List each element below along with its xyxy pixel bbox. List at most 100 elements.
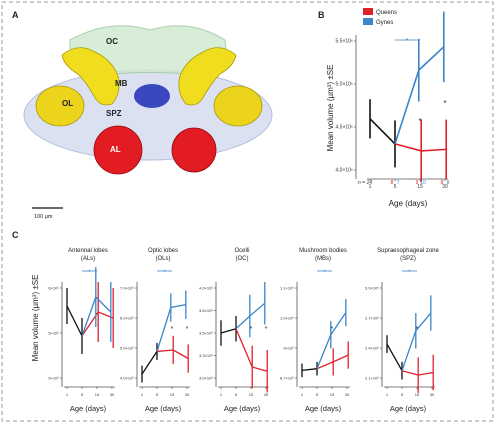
y-tick-label: 1.1×10⁶ <box>280 286 294 291</box>
mushroom-body-right <box>178 47 237 106</box>
subplot-x-axis-label: Age (days) <box>390 404 427 413</box>
n-queens: 8 <box>391 180 394 186</box>
label-oc: OC <box>106 37 118 46</box>
subplot-spz: Supraesophageal zone (SPZ) 2.1×10⁶ 2.4×10⁶ 2… <box>365 248 440 413</box>
sig-star: * <box>88 270 91 276</box>
series-line-baseline <box>220 328 237 334</box>
subplot-mbs: Mushroom bodies (MBs) 8.7×10⁵ 9×10⁵ 1.0×10⁶ 1… <box>280 248 350 413</box>
y-tick-label: 3.8×10⁵ <box>199 308 213 313</box>
label-al: AL <box>110 145 121 154</box>
x-tick-label: 5 <box>316 392 319 397</box>
annotation-star: * <box>331 326 334 333</box>
legend-swatch-gynes <box>363 18 373 25</box>
subplot-subtitle: (SPZ) <box>400 256 416 262</box>
y-tick-label: 5.5×10⁶ <box>336 39 354 45</box>
y-tick-label: 1.0×10⁶ <box>280 316 294 321</box>
label-ol: OL <box>62 99 73 108</box>
x-tick-label: 1 <box>66 392 69 397</box>
subplot-x-axis-label: Age (days) <box>70 404 107 413</box>
y-tick-label: 5.0×10⁵ <box>120 346 134 351</box>
subplot-x-axis-label: Age (days) <box>305 404 342 413</box>
y-tick-label: 3.3×10⁵ <box>199 353 213 358</box>
series-line-baseline <box>386 343 403 372</box>
y-tick-label: 5×10⁵ <box>48 376 59 381</box>
sig-star: * <box>163 270 166 276</box>
x-tick-label: 5 <box>156 392 159 397</box>
subplot-subtitle: (OLs) <box>156 256 171 262</box>
panel-label-c: C <box>12 230 19 240</box>
sig-star: * <box>408 270 411 276</box>
annotation-star: * <box>250 326 253 333</box>
x-tick-label: 30 <box>430 392 435 397</box>
y-tick-label: 5.0×10⁶ <box>336 82 354 88</box>
y-tick-label: 2.7×10⁶ <box>365 316 379 321</box>
subplot-title: Optic lobes <box>148 248 178 254</box>
n-gynes: 8 <box>447 180 450 186</box>
legend-label-gynes: Gynes <box>376 20 393 26</box>
sig-star: * <box>323 270 326 276</box>
antennal-lobe-left <box>93 125 143 175</box>
x-tick-label: 1 <box>386 392 389 397</box>
antennal-lobe-right <box>171 127 217 173</box>
x-tick-label: 5 <box>81 392 84 397</box>
x-tick-label: 1 <box>369 184 372 190</box>
annotation-star: * <box>265 326 268 333</box>
series-line-baseline <box>369 118 396 145</box>
x-tick-label: 30 <box>185 392 190 397</box>
x-tick-label: 30 <box>110 392 115 397</box>
y-tick-label: 3.0×10⁶ <box>365 286 379 291</box>
y-tick-label: 4.0×10⁶ <box>336 168 354 174</box>
legend-swatch-queens <box>363 8 373 15</box>
series-line-baseline <box>66 305 83 337</box>
panel-c-y-axis-label: Mean volume (µm³) ±SE <box>31 275 40 362</box>
subplot-title: Mushroom bodies <box>299 248 347 254</box>
subplot-subtitle: (ALs) <box>81 256 95 262</box>
x-tick-label: 5 <box>235 392 238 397</box>
x-tick-label: 1 <box>141 392 144 397</box>
subplot-subtitle: (OC) <box>236 256 249 262</box>
n-label: n = 14 <box>358 180 372 186</box>
x-tick-label: 5 <box>394 184 397 190</box>
y-tick-label: 3.5×10⁵ <box>199 331 213 336</box>
y-tick-label: 3.0×10⁵ <box>199 376 213 381</box>
y-axis-label: Mean volume (µm³) ±SE <box>326 65 335 152</box>
x-tick-label: 15 <box>170 392 175 397</box>
y-tick-label: 4.0×10⁵ <box>199 286 213 291</box>
subplot-x-axis-label: Age (days) <box>145 404 182 413</box>
sig-star: * <box>406 38 409 45</box>
label-mb: MB <box>115 79 128 88</box>
panel-label-a: A <box>12 10 19 20</box>
y-tick-label: 4.5×10⁶ <box>336 125 354 131</box>
mushroom-body-left <box>61 47 120 106</box>
n-gynes: 10 <box>420 180 426 186</box>
n-gynes: 7 <box>397 180 400 186</box>
annotation-star: * <box>418 117 421 126</box>
x-tick-label: 1 <box>220 392 223 397</box>
annotation-star: * <box>171 326 174 333</box>
x-tick-label: 15 <box>330 392 335 397</box>
scale-bar-label: 100 µm <box>34 214 53 220</box>
n-queens: 9 <box>416 180 419 186</box>
subplot-title: Ocelli <box>234 248 249 254</box>
y-tick-label: 8.7×10⁵ <box>280 376 294 381</box>
subplot-ols: Optic lobes (OLs) 4.0×10⁵ 5.0×10⁵ 6.0×10⁵ 7.0… <box>120 248 190 413</box>
subplot-subtitle: (MBs) <box>315 256 331 262</box>
annotation-star: * <box>186 326 189 333</box>
subplot-title: Antennal lobes <box>68 248 108 254</box>
subplot-oc: Ocelli (OC) 3.0×10⁵ 3.3×10⁵ 3.5×10⁵ 3.8×10⁵ 4.… <box>199 248 269 413</box>
y-tick-label: 2.4×10⁶ <box>365 346 379 351</box>
annotation-star: * <box>443 99 446 108</box>
x-tick-label: 15 <box>415 392 420 397</box>
y-tick-label: 4.0×10⁵ <box>120 376 134 381</box>
subplot-x-axis-label: Age (days) <box>224 404 261 413</box>
series-line-baseline <box>301 368 318 372</box>
y-tick-label: 2.1×10⁶ <box>365 376 379 381</box>
y-tick-label: 6×10⁵ <box>48 286 59 291</box>
y-tick-label: 6.0×10⁵ <box>120 316 134 321</box>
subplot-title: Supraesophageal zone <box>377 248 439 254</box>
x-tick-label: 30 <box>442 184 448 190</box>
x-tick-label: 30 <box>345 392 350 397</box>
